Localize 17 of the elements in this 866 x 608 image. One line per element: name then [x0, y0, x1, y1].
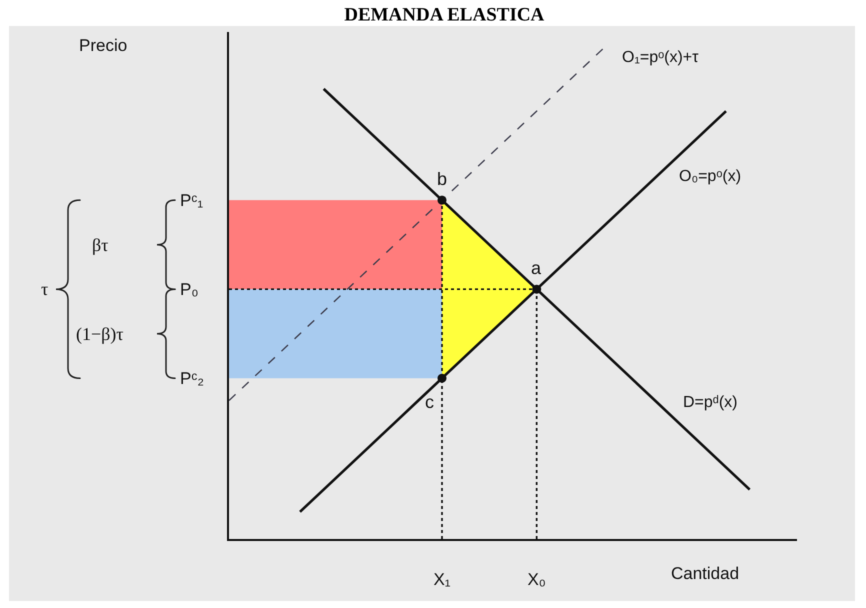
text: Pᶜ₁: [180, 191, 204, 210]
chart-title: DEMANDA ELASTICA: [344, 4, 545, 26]
annotation: c: [425, 392, 434, 412]
text: (1−β)τ: [76, 324, 124, 344]
text: Pᶜ₂: [180, 369, 204, 388]
text: P₀: [180, 280, 198, 299]
x-tick-label: X₁: [433, 570, 451, 590]
x-tick-label: X₀: [527, 570, 546, 590]
annotation: b: [437, 169, 448, 189]
text: Precio: [79, 36, 128, 55]
series-label: D=pᵈ(x): [683, 394, 738, 411]
annotation: a: [531, 258, 542, 278]
text: βτ: [92, 235, 108, 255]
text: τ: [41, 279, 48, 299]
series-label: O₀=pᵒ(x): [679, 168, 742, 185]
series-label: O₁=pᵒ(x)+τ: [622, 49, 700, 66]
x-axis-title: Cantidad: [671, 564, 740, 583]
